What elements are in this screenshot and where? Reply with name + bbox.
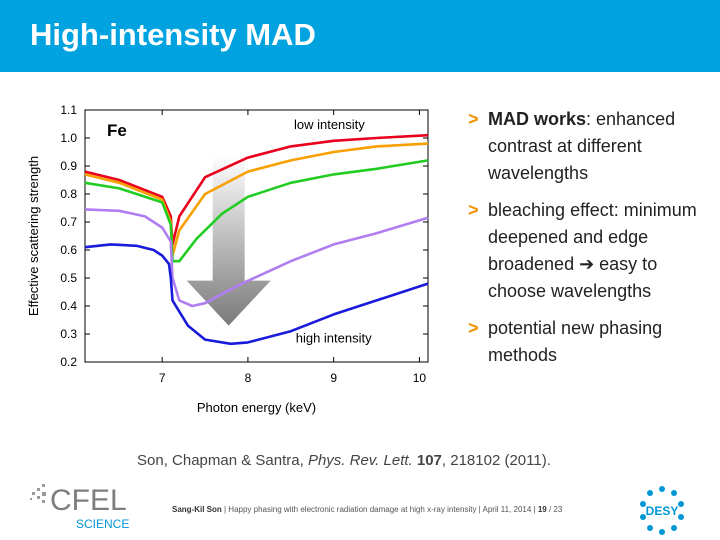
bullet-arrow-icon: > [468,318,479,338]
bullet-1-text: : enhanced contrast at different wavelen… [488,109,676,183]
title-bar: High-intensity MAD [0,0,720,72]
bullet-3-text: potential new phasing methods [488,318,663,365]
citation-journal: Phys. Rev. Lett. [307,452,413,469]
footer-text: Sang-Kil Son | Happy phasing with electr… [172,505,562,514]
slide-title: High-intensity MAD [30,17,316,52]
series-line-5 [84,243,429,346]
cfel-logo-sub: SCIENCE [76,517,129,531]
y-tick-label: 0.7 [60,215,77,229]
series-line-3 [84,159,429,263]
footer-total: / 23 [546,505,563,514]
series-line-2 [84,142,429,257]
x-tick-label: 7 [159,371,166,385]
element-label: Fe [107,121,127,140]
footer-presenter: Sang-Kil Son [172,505,222,514]
series-line-4 [84,208,429,308]
footer-talk: | Happy phasing with electronic radiatio… [221,505,538,514]
bullet-arrow-icon: > [468,109,479,129]
footer-page: 19 [537,505,547,514]
bullet-arrow-icon: > [468,200,479,220]
bullet-list: > MAD works: enhanced contrast at differ… [468,106,708,379]
bullet-item-2: > bleaching effect: minimum deepened and… [468,197,708,305]
y-tick-label: 1.0 [60,131,77,145]
desy-logo: DESY [640,486,684,535]
x-tick-label: 8 [245,371,252,385]
y-axis-label: Effective scattering strength [26,156,41,316]
x-tick-label: 9 [330,371,337,385]
bullet-item-3: > potential new phasing methods [468,315,708,369]
plot-frame [84,109,429,363]
x-tick-label: 10 [413,371,427,385]
y-tick-label: 0.2 [60,355,77,369]
citation-volume: 107 [416,452,442,469]
citation-authors: Son, Chapman & Santra, [137,452,308,469]
intensity-arrow-icon [186,154,271,326]
y-tick-label: 0.5 [60,271,77,285]
bullet-2-text: bleaching effect: minimum deepened and e… [488,200,697,301]
y-tick-label: 0.6 [60,243,77,257]
citation: Son, Chapman & Santra, Phys. Rev. Lett. … [137,452,551,469]
x-axis-label: Photon energy (keV) [197,400,316,415]
bullet-1-bold: MAD works [488,109,587,129]
scattering-chart: 0.2 0.3 0.4 0.5 0.6 0.7 0.8 0.9 1.0 1.1 7 8 9 10 Fe low… [26,103,429,415]
y-tick-label: 1.1 [60,103,77,117]
y-tick-label: 0.8 [60,187,77,201]
y-tick-label: 0.9 [60,159,77,173]
low-intensity-label: low intensity [294,117,365,132]
series-line-1 [84,133,429,246]
y-tick-label: 0.3 [60,327,77,341]
cfel-logo-text: CFEL [50,484,127,517]
high-intensity-label: high intensity [296,330,372,345]
y-tick-label: 0.4 [60,299,77,313]
bullet-item-1: > MAD works: enhanced contrast at differ… [468,106,708,187]
desy-logo-text: DESY [646,504,679,518]
citation-rest: , 218102 (2011). [441,452,551,469]
cfel-logo: CFEL SCIENCE [30,484,129,531]
